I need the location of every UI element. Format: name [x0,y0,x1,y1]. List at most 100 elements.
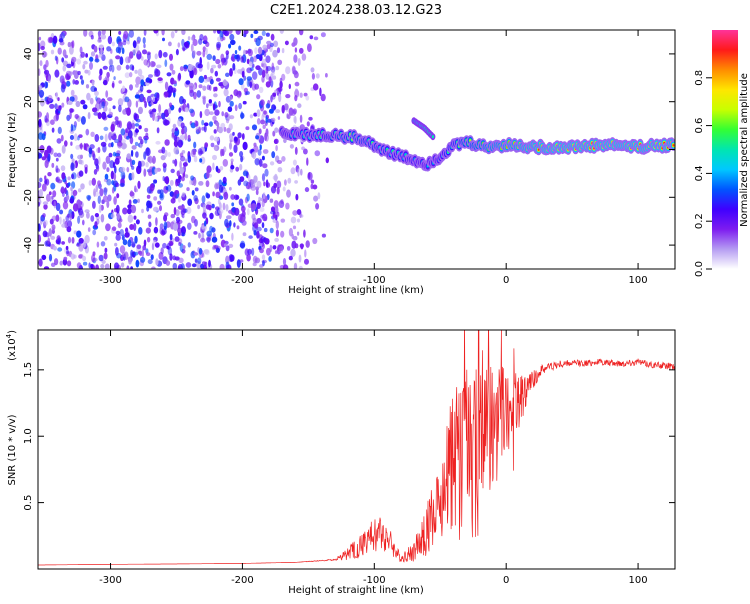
noise-speck [225,53,229,60]
noise-speck [177,205,184,210]
noise-speck [204,142,209,148]
noise-speck [204,261,208,266]
noise-speck [130,266,133,269]
noise-speck [253,112,258,117]
noise-speck [230,56,235,61]
noise-speck [169,253,173,261]
noise-speck [80,79,85,85]
y-tick-label: 40 [23,48,34,61]
noise-speck [70,141,73,146]
noise-speck [86,211,90,219]
noise-speck [126,208,132,215]
noise-speck [197,204,201,210]
noise-speck [243,33,247,38]
noise-speck [225,255,230,264]
noise-speck [168,41,172,47]
noise-speck [259,207,265,212]
noise-speck [214,86,218,92]
noise-speck [274,237,279,242]
noise-speck [195,62,201,69]
noise-speck [229,115,235,120]
y-tick-label: 0.5 [23,495,34,511]
noise-speck [262,260,265,267]
noise-speck [117,141,123,147]
noise-speck [126,153,132,160]
noise-speck [47,36,53,44]
snr-y-label: SNR (10 * v/v) [7,414,18,485]
noise-speck [266,247,271,256]
noise-speck [50,262,56,267]
noise-speck [206,230,212,237]
noise-speck [137,198,140,203]
noise-speck [172,262,178,269]
noise-speck [55,214,60,222]
noise-speck [261,155,265,161]
noise-speck [175,216,181,223]
noise-speck [147,52,151,61]
noise-speck [42,213,46,218]
noise-speck [292,108,297,115]
noise-speck [39,60,43,67]
x-tick-label: -200 [231,575,254,586]
noise-speck [42,230,48,238]
noise-speck [231,202,235,207]
colorbar-label: Normalized spectral amplitude [739,73,750,227]
noise-speck [50,235,56,240]
noise-speck [215,165,219,172]
noise-speck [141,208,144,214]
noise-speck [162,162,167,169]
noise-speck [106,71,110,78]
noise-speck [255,54,261,60]
noise-speck [137,68,143,77]
noise-speck [48,191,52,196]
noise-speck [238,213,243,223]
noise-speck [275,229,279,237]
noise-speck [304,258,309,265]
noise-speck [294,94,298,102]
noise-speck [281,156,286,162]
noise-speck [84,166,88,174]
noise-speck [97,195,102,204]
noise-speck [114,138,119,144]
noise-speck [172,123,177,129]
noise-speck [240,240,246,249]
heatmap-noise-layer [38,30,329,269]
colorbar-tick-label: 0.6 [694,118,705,134]
snr-panel: -300 -200 -100 0 100 0.5 1.0 1.5 Height of str… [5,329,676,596]
noise-speck [229,220,232,227]
noise-speck [97,112,102,120]
noise-speck [271,151,276,159]
noise-speck [121,139,126,144]
noise-speck [180,208,186,216]
noise-speck [173,146,179,155]
noise-speck [304,249,307,258]
noise-speck [134,141,139,147]
noise-speck [139,93,145,103]
noise-speck [119,245,126,254]
noise-speck [262,192,266,200]
noise-speck [143,43,146,49]
noise-speck [290,248,296,257]
noise-speck [306,121,310,127]
noise-speck [175,48,179,56]
noise-speck [215,191,221,198]
noise-speck [233,144,238,153]
noise-speck [116,212,120,221]
noise-speck [90,263,94,269]
noise-speck [240,155,244,163]
noise-speck [245,91,250,95]
snr-multiplier-exp: 4 [5,333,13,338]
noise-speck [289,144,294,149]
noise-speck [263,227,268,233]
noise-speck [222,202,226,211]
noise-speck [262,124,266,129]
noise-speck [151,266,156,269]
noise-speck [100,241,106,247]
noise-speck [115,55,121,60]
noise-speck [145,161,149,168]
noise-speck [139,84,144,92]
noise-speck [137,180,141,189]
noise-speck [85,84,90,89]
noise-speck [199,34,204,41]
noise-speck [225,204,229,212]
